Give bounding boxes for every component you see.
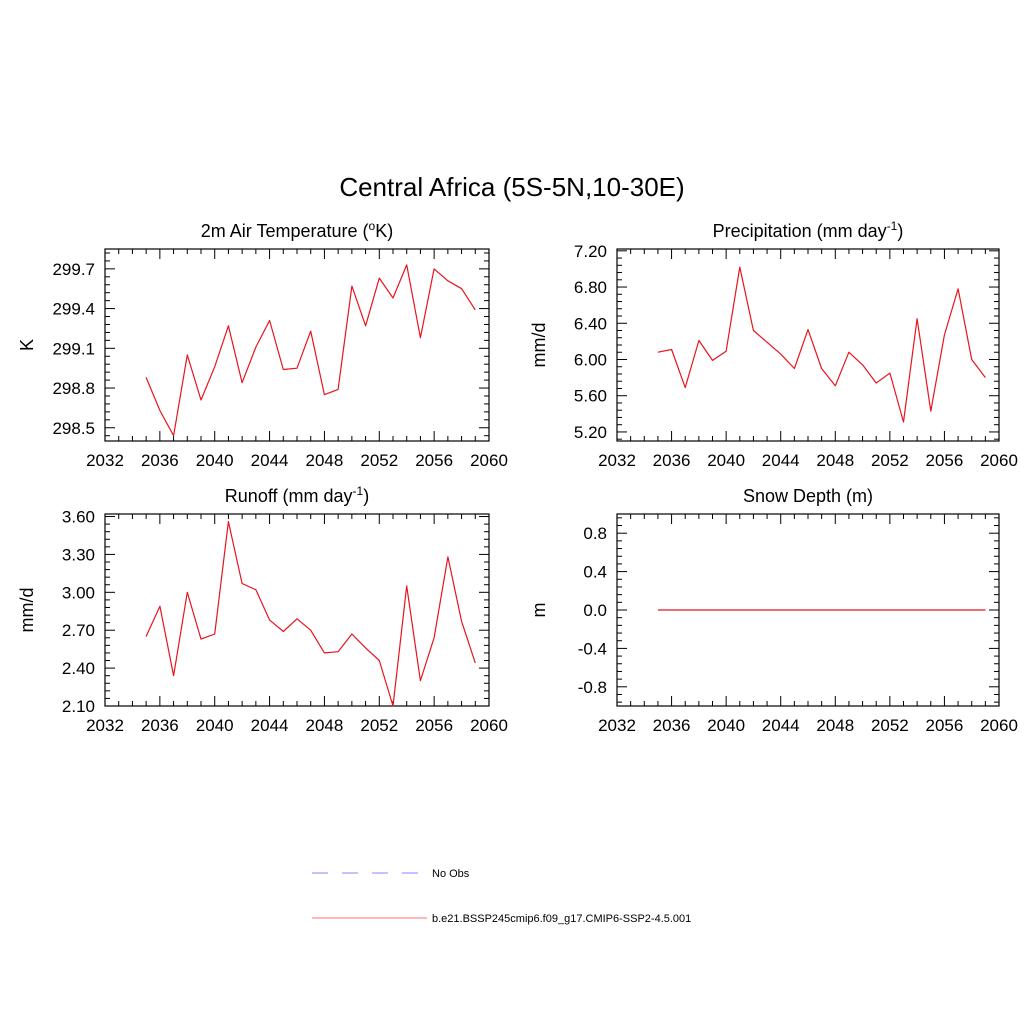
x-tick-label: 2032 [86,716,124,735]
x-tick-label: 2036 [141,451,179,470]
x-tick-label: 2040 [707,716,745,735]
series-line [145,264,476,437]
x-tick-label: 2052 [871,716,909,735]
x-tick-label: 2048 [306,716,344,735]
y-tick-label: 7.20 [574,242,607,261]
y-tick-label: 299.4 [52,300,95,319]
x-tick-label: 2060 [980,716,1018,735]
x-tick-label: 2040 [707,451,745,470]
y-tick-label: 6.00 [574,350,607,369]
y-tick-label: 0.4 [583,563,607,582]
y-tick-label: 6.40 [574,314,607,333]
y-axis-label: m [529,603,549,618]
x-tick-label: 2048 [816,451,854,470]
y-tick-label: 2.10 [62,697,95,716]
legend: No Obs b.e21.BSSP245cmip6.f09_g17.CMIP6-S… [312,868,691,925]
y-tick-label: 0.8 [583,524,607,543]
y-tick-label: 2.70 [62,621,95,640]
legend-label: No Obs [432,868,470,880]
y-tick-label: -0.8 [578,678,607,697]
x-tick-label: 2032 [86,451,124,470]
y-tick-label: 0.0 [583,601,607,620]
y-tick-label: 299.7 [52,260,95,279]
x-tick-label: 2052 [871,451,909,470]
x-tick-label: 2044 [251,716,289,735]
y-axis-label: mm/d [17,588,37,633]
y-tick-label: 5.60 [574,387,607,406]
x-tick-label: 2052 [360,451,398,470]
x-tick-label: 2060 [470,716,508,735]
y-tick-label: 3.60 [62,508,95,527]
x-tick-label: 2036 [653,716,691,735]
x-tick-label: 2040 [196,716,234,735]
y-tick-label: 5.20 [574,423,607,442]
legend-label: b.e21.BSSP245cmip6.f09_g17.CMIP6-SSP2-4.… [432,913,691,925]
y-tick-label: 299.1 [52,339,95,358]
y-axis-label: mm/d [529,323,549,368]
plot-frame [104,248,490,442]
y-tick-label: 298.5 [52,419,95,438]
series-line [145,520,476,707]
x-tick-label: 2056 [415,451,453,470]
x-tick-label: 2040 [196,451,234,470]
panel-air-temperature: 2m Air Temperature (oK) K 2032 2036 2040 2044… [17,219,508,470]
x-tick-label: 2056 [415,716,453,735]
x-tick-label: 2052 [360,716,398,735]
panel-title: Runoff (mm day-1) [225,484,369,506]
panel-runoff: Runoff (mm day-1) mm/d 2032 2036 2040 2044 204… [17,484,508,735]
y-tick-label: 3.00 [62,583,95,602]
panel-title: Precipitation (mm day-1) [713,219,904,241]
plot-frame [104,513,490,707]
x-tick-label: 2048 [306,451,344,470]
panel-precipitation: Precipitation (mm day-1) mm/d 2032 2036 2040… [529,219,1018,470]
x-tick-label: 2036 [653,451,691,470]
y-axis-label: K [17,339,37,351]
x-tick-label: 2044 [762,716,800,735]
figure-title: Central Africa (5S-5N,10-30E) [339,172,684,202]
y-tick-label: 2.40 [62,659,95,678]
x-tick-label: 2044 [762,451,800,470]
x-tick-label: 2044 [251,451,289,470]
y-tick-label: -0.4 [578,639,607,658]
x-tick-label: 2056 [926,451,964,470]
x-tick-label: 2060 [470,451,508,470]
x-tick-label: 2032 [598,451,636,470]
x-tick-label: 2060 [980,451,1018,470]
y-tick-label: 6.80 [574,278,607,297]
series-line [657,266,986,423]
y-tick-label: 298.8 [52,379,95,398]
x-tick-label: 2056 [926,716,964,735]
panel-title: 2m Air Temperature (oK) [201,219,393,241]
x-tick-label: 2048 [816,716,854,735]
panel-snow-depth: Snow Depth (m) m 2032 2036 2040 2044 2048 2052 2… [529,486,1018,735]
plot-frame [616,248,1000,442]
x-tick-label: 2036 [141,716,179,735]
panel-title: Snow Depth (m) [743,486,873,506]
x-tick-label: 2032 [598,716,636,735]
y-tick-label: 3.30 [62,545,95,564]
